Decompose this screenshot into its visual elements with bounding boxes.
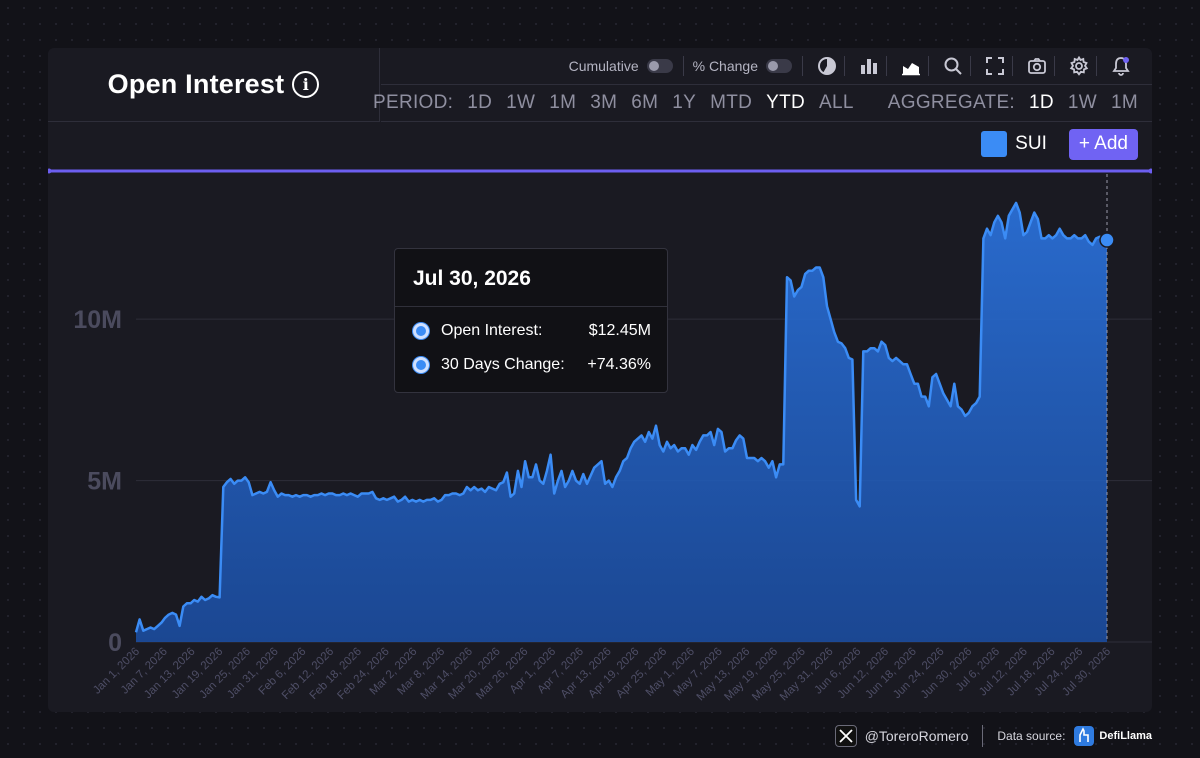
hover-point[interactable] [1099,232,1115,248]
period-option-all[interactable]: ALL [819,92,854,113]
page-title: Open Interest [107,69,285,99]
period-option-1w[interactable]: 1W [506,92,536,113]
toolbar-divider [1096,56,1097,76]
bell-icon[interactable] [1106,51,1136,81]
y-tick-label: 10M [73,306,122,334]
period-label: PERIOD: [373,92,454,113]
period-option-1y[interactable]: 1Y [672,92,697,113]
pct-change-toggle[interactable] [766,59,792,73]
tooltip-value: +74.36% [587,356,651,373]
period-option-1d[interactable]: 1D [467,92,493,113]
tooltip-value: $12.45M [588,322,651,339]
tooltip: Jul 30, 2026 Open Interest: $12.45M 30 D… [394,248,668,393]
tooltip-row: 30 Days Change: +74.36% [413,353,651,377]
cumulative-toggle[interactable] [646,59,673,73]
pct-change-label: % Change [692,58,758,74]
period-selector: PERIOD: 1D 1W 1M 3M 6M 1Y MTD YTD ALL AG… [373,85,1152,122]
aggregate-option-1d[interactable]: 1D [1029,92,1054,113]
defillama-logo-icon [1073,725,1095,747]
aggregate-option-1m[interactable]: 1M [1111,92,1138,113]
chart-card: Open Interest i Cumulative % Change [48,48,1152,712]
aggregate-option-1w[interactable]: 1W [1067,92,1097,113]
info-icon[interactable]: i [292,71,320,98]
tooltip-label: Open Interest: [441,322,543,339]
footer-divider [982,725,984,747]
gear-icon[interactable] [1064,51,1094,81]
series-line [134,201,1108,633]
period-option-3m[interactable]: 3M [590,92,618,113]
toolbar-divider [802,56,803,76]
period-option-1m[interactable]: 1M [549,92,577,113]
defillama-label: DefiLlama [1099,730,1152,742]
period-option-ytd[interactable]: YTD [766,92,806,113]
x-logo-icon [834,725,857,747]
add-series-button[interactable]: + Add [1068,128,1138,160]
legend-series-label[interactable]: SUI [1015,133,1047,154]
toolbar: Cumulative % Change [381,48,1152,85]
toolbar-divider [970,56,971,76]
data-source-label: Data source: [997,729,1066,743]
title-box: Open Interest i [48,48,380,122]
aggregate-label: AGGREGATE: [887,92,1015,113]
toolbar-divider [1012,56,1013,76]
period-option-mtd[interactable]: MTD [710,92,753,113]
series-area [136,202,1107,642]
toolbar-divider [1054,56,1055,76]
bar-chart-icon[interactable] [854,51,884,81]
tooltip-label: 30 Days Change: [441,356,565,373]
tooltip-date: Jul 30, 2026 [413,267,531,290]
toolbar-divider [928,56,929,76]
tooltip-divider [395,306,667,307]
pie-chart-icon[interactable] [812,51,842,81]
y-tick-label: 0 [108,629,122,657]
series-dot-icon [413,357,429,373]
toolbar-divider [682,56,684,76]
brush-handle-right[interactable] [1148,168,1153,174]
fullscreen-icon[interactable] [980,51,1010,81]
y-tick-label: 5M [87,468,122,496]
toolbar-divider [886,56,887,76]
area-chart-icon[interactable] [896,51,926,81]
legend-row: SUI + Add [48,122,1152,166]
search-icon[interactable] [938,51,968,81]
series-dot-icon [413,323,429,339]
tooltip-row: Open Interest: $12.45M [413,319,651,343]
cumulative-label: Cumulative [568,58,639,74]
period-option-6m[interactable]: 6M [631,92,659,113]
toolbar-divider [844,56,845,76]
footer: @ToreroRomero Data source: DefiLlama [0,722,1152,750]
brush-handle-left[interactable] [48,168,52,174]
legend-swatch[interactable] [981,131,1008,157]
camera-icon[interactable] [1022,51,1052,81]
author-handle[interactable]: @ToreroRomero [864,728,969,744]
